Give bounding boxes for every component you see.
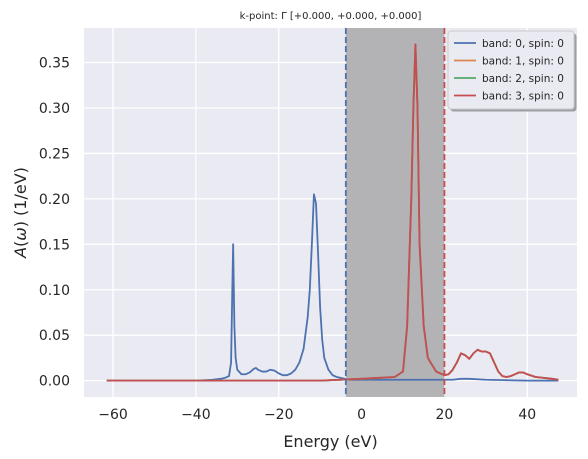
shaded-region [345,28,445,397]
chart-title: k-point: Γ [+0.000, +0.000, +0.000] [240,11,422,22]
y-tick-label: 0.10 [39,283,70,299]
x-tick-label: 0 [357,407,366,423]
legend-entry-2: band: 2, spin: 0 [482,73,564,85]
vertical-marker-lines [344,28,446,397]
y-tick-label: 0.05 [39,328,70,344]
y-tick-label: 0.25 [39,146,70,162]
series-lines [106,43,559,382]
y-tick-label: 0.30 [39,101,70,117]
x-tick-labels: −60 −40 −20 0 20 40 [98,407,536,423]
y-tick-labels: 0.00 0.05 0.10 0.15 0.20 0.25 0.30 0.35 [39,56,70,390]
x-tick-label: −40 [181,407,211,423]
shaded-region-group [345,28,445,397]
y-tick-label: 0.15 [39,237,70,253]
legend-entry-3: band: 3, spin: 0 [482,91,564,103]
x-axis-label: Energy (eV) [283,432,377,451]
y-axis-label: A(ω) (1/eV) [11,167,30,259]
legend-entry-0: band: 0, spin: 0 [482,38,564,50]
legend-entry-1: band: 1, spin: 0 [482,56,564,68]
y-tick-label: 0.20 [39,192,70,208]
x-tick-label: −20 [264,407,294,423]
x-tick-label: 20 [436,407,454,423]
x-tick-label: 40 [518,407,536,423]
y-tick-label: 0.00 [39,374,70,390]
legend: band: 0, spin: 0 band: 1, spin: 0 band: 2,… [447,30,577,112]
x-tick-label: −60 [98,407,128,423]
series-line-band-3-spin-0 [106,43,559,382]
legend-frame [447,30,575,110]
y-tick-label: 0.35 [39,56,70,72]
